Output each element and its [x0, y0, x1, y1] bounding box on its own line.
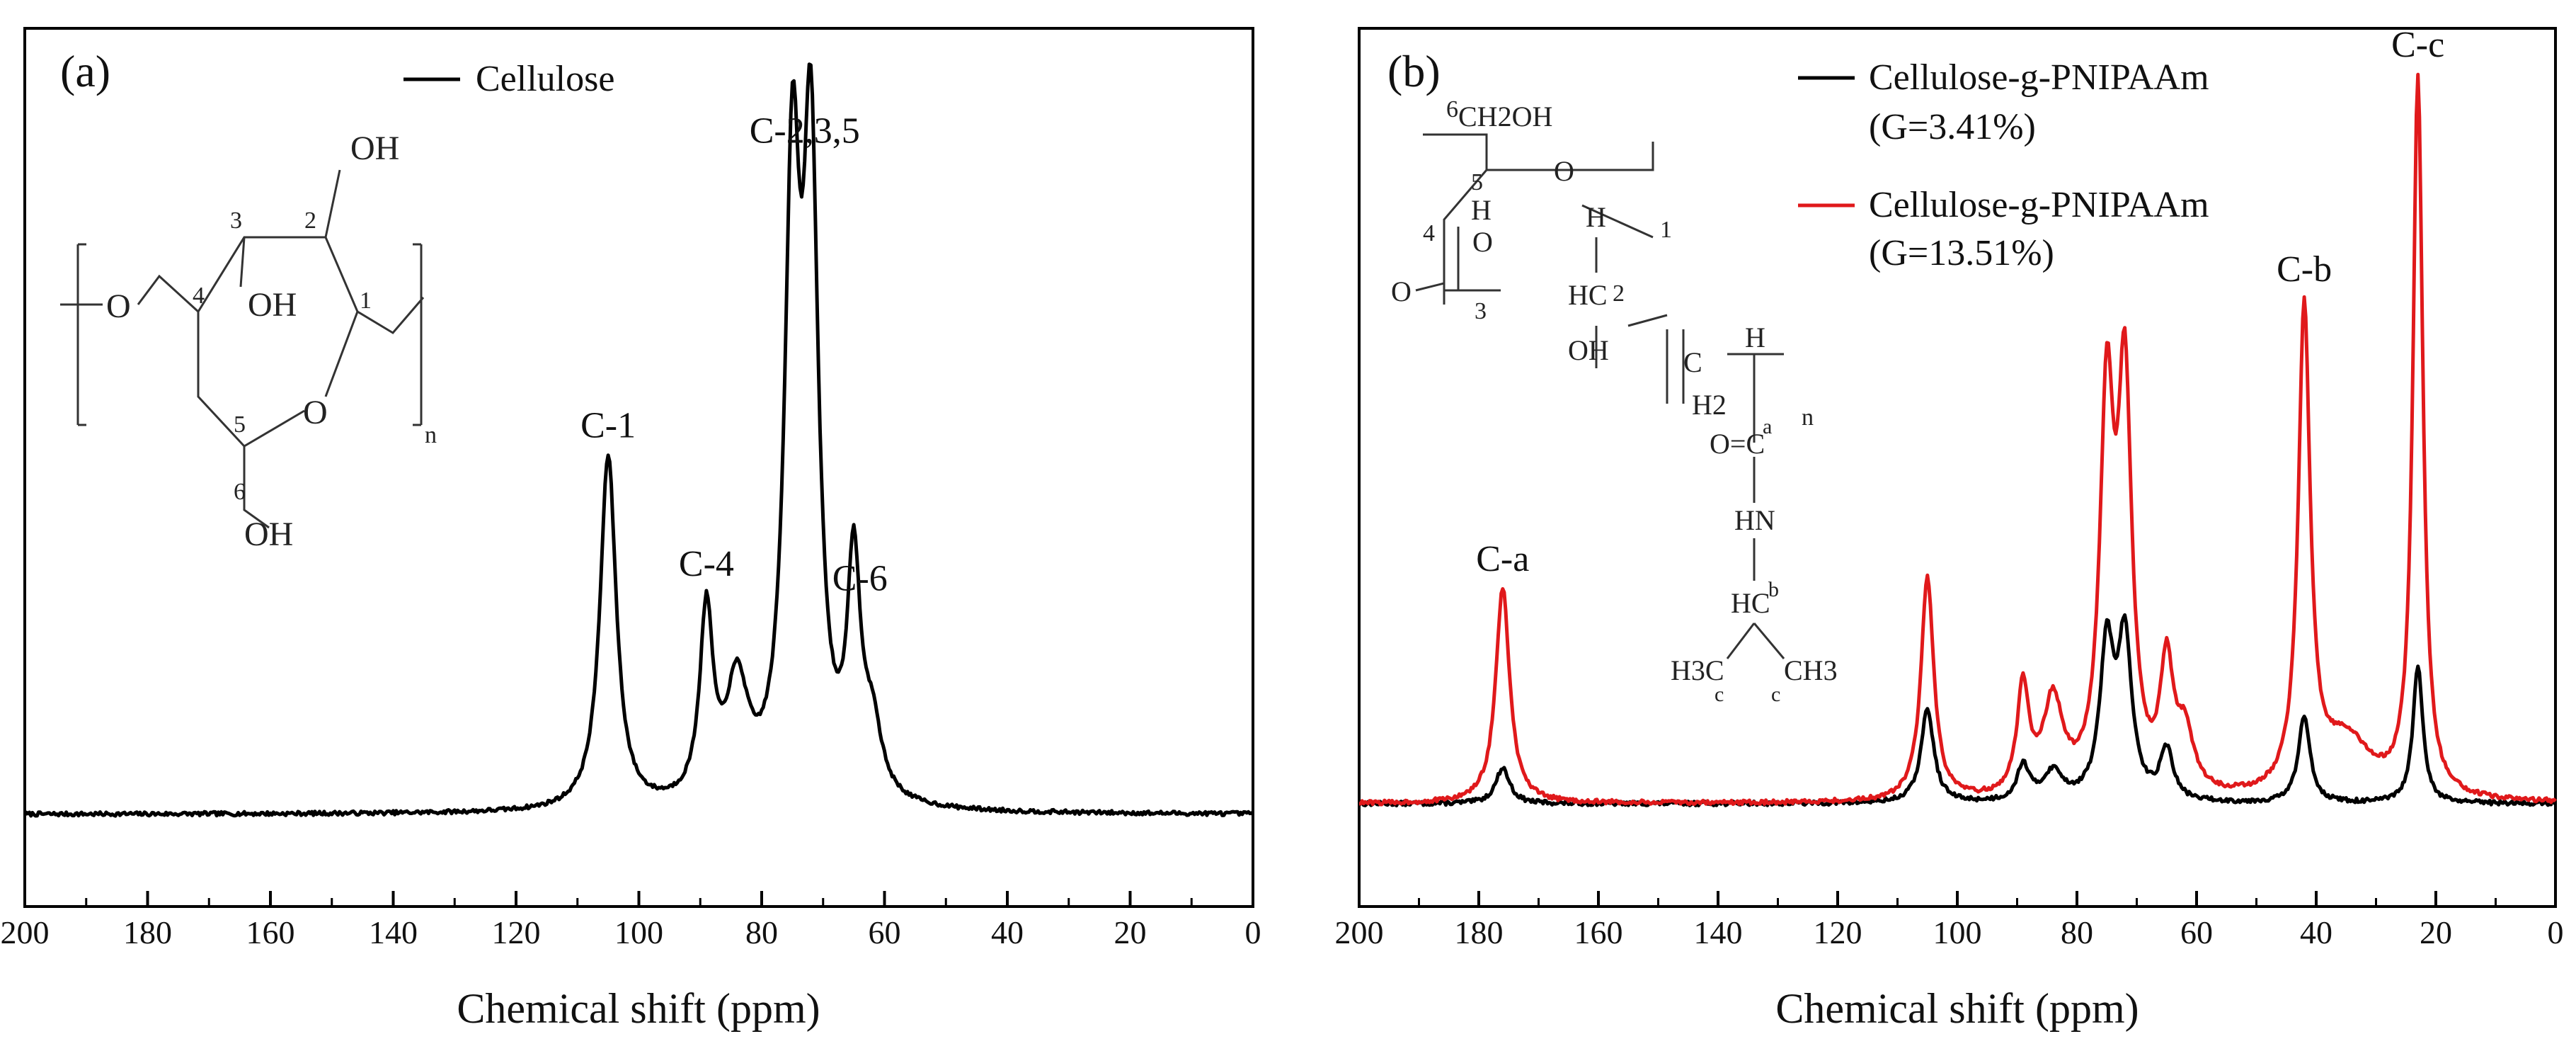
struct-b-hc-iso: HC: [1731, 587, 1770, 619]
panel-b: 200 180 160 140 120 100 80 60 40 20 0 (b) Chemical…: [1335, 25, 2564, 1032]
panel-b-peak-label-ca: C-a: [1476, 539, 1529, 579]
panel-b-legend-label-g1351: Cellulose-g-PNIPAAm: [1869, 185, 2209, 225]
struct-a-o-ring: O: [303, 394, 328, 431]
x-tick-label: 60: [869, 914, 901, 950]
struct-a-c6: 6: [234, 479, 246, 505]
struct-a-n: n: [425, 422, 437, 448]
x-tick-label: 160: [246, 914, 295, 950]
panel-a-peak-label-c1: C-1: [580, 405, 636, 445]
struct-b-cb: b: [1768, 578, 1779, 601]
struct-b-c3: 3: [1475, 298, 1487, 324]
struct-a-c4: 4: [193, 283, 205, 309]
struct-b-hn: HN: [1734, 504, 1775, 536]
panel-a-peak-label-c4: C-4: [679, 544, 734, 584]
panel-b-peak-label-cc: C-c: [2391, 25, 2444, 65]
x-tick-label: 160: [1574, 914, 1623, 950]
struct-b-o-carbonyl: O: [1472, 226, 1493, 258]
struct-a-c1: 1: [360, 288, 372, 314]
struct-b-c1: 1: [1660, 217, 1672, 243]
struct-b-c-backbone: C: [1683, 346, 1702, 378]
struct-b-o-ring: O: [1554, 155, 1574, 187]
struct-b-h-backbone: H: [1745, 322, 1765, 353]
x-tick-label: 0: [1245, 914, 1261, 950]
panel-a-peak-label-c6: C-6: [832, 559, 888, 599]
panel-b-peak-label-cb: C-b: [2277, 249, 2332, 290]
struct-a-oh-6: OH: [244, 516, 293, 553]
struct-b-n: n: [1802, 404, 1814, 431]
cellulose-structure-diagram: O O OH OH OH n 1 2 3 4 5 6: [60, 130, 437, 553]
struct-b-o-left: O: [1391, 275, 1412, 307]
struct-b-h3c: H3C: [1671, 654, 1724, 686]
struct-b-c2: 2: [1613, 280, 1625, 307]
panel-b-legend-sub-g1351: (G=13.51%): [1869, 233, 2054, 273]
panel-a-series-cellulose: [23, 62, 1254, 818]
struct-b-h2-backbone: H2: [1692, 389, 1727, 421]
panel-b-x-ticks: 200 180 160 140 120 100 80 60 40 20 0: [1335, 891, 2564, 950]
struct-b-c5: 5: [1471, 169, 1483, 195]
panel-a-legend-label: Cellulose: [476, 59, 614, 99]
x-tick-label: 0: [2548, 914, 2564, 950]
x-tick-label: 80: [745, 914, 778, 950]
panel-a: 200 180 160 140 120 100 80 60 40 20 0 (a) Chemical…: [1, 27, 1261, 1032]
struct-a-c2: 2: [304, 208, 316, 234]
x-tick-label: 100: [614, 914, 663, 950]
panel-a-peak-label-c235: C-2,3,5: [750, 110, 860, 151]
x-tick-label: 140: [1694, 914, 1743, 950]
struct-b-cc-right: c: [1771, 683, 1780, 706]
x-tick-label: 180: [123, 914, 172, 950]
struct-b-c4: 4: [1423, 220, 1435, 246]
struct-a-c5: 5: [234, 411, 246, 438]
panel-a-x-ticks: 200 180 160 140 120 100 80 60 40 20 0: [1, 891, 1261, 950]
x-tick-label: 20: [1114, 914, 1147, 950]
x-tick-label: 40: [991, 914, 1024, 950]
struct-b-oc: O=C: [1710, 428, 1765, 460]
x-tick-label: 140: [369, 914, 418, 950]
struct-b-cc-left: c: [1715, 683, 1724, 706]
struct-b-h2: H: [1586, 201, 1606, 233]
grafted-structure-diagram: 6 CH2OH 5 H O 4 O O 3 1 H HC 2 OH C H H2…: [1391, 96, 1838, 706]
x-tick-label: 100: [1933, 914, 1982, 950]
panel-b-label: (b): [1387, 46, 1441, 96]
x-tick-label: 20: [2420, 914, 2452, 950]
struct-b-oh: OH: [1568, 334, 1609, 366]
x-tick-label: 80: [2061, 914, 2093, 950]
x-tick-label: 200: [1, 914, 50, 950]
x-tick-label: 120: [1814, 914, 1862, 950]
panel-b-legend-label-g341: Cellulose-g-PNIPAAm: [1869, 57, 2209, 98]
struct-a-oh-3: OH: [248, 286, 297, 324]
struct-a-c3: 3: [230, 208, 242, 234]
struct-b-hc2: HC: [1568, 279, 1608, 311]
panel-b-x-axis-title: Chemical shift (ppm): [1775, 985, 2139, 1032]
panel-b-legend-sub-g341: (G=3.41%): [1869, 107, 2036, 147]
panel-b-series-g1351: [1358, 72, 2557, 807]
x-tick-label: 40: [2300, 914, 2332, 950]
struct-b-ca: a: [1763, 415, 1772, 438]
struct-b-c6: 6: [1446, 96, 1458, 123]
panel-a-x-axis-title: Chemical shift (ppm): [457, 985, 820, 1032]
x-tick-label: 200: [1335, 914, 1384, 950]
panel-b-plot-frame: [1358, 27, 2557, 908]
struct-b-ch2oh: CH2OH: [1458, 101, 1552, 132]
panel-a-label: (a): [60, 46, 110, 96]
struct-b-ch3: CH3: [1784, 654, 1838, 686]
struct-a-oh-2: OH: [350, 130, 399, 167]
struct-b-h5: H: [1471, 194, 1492, 226]
struct-a-o-left: O: [106, 288, 131, 325]
panel-b-series-g341: [1358, 613, 2558, 807]
x-tick-label: 60: [2180, 914, 2213, 950]
x-tick-label: 180: [1455, 914, 1504, 950]
x-tick-label: 120: [492, 914, 541, 950]
